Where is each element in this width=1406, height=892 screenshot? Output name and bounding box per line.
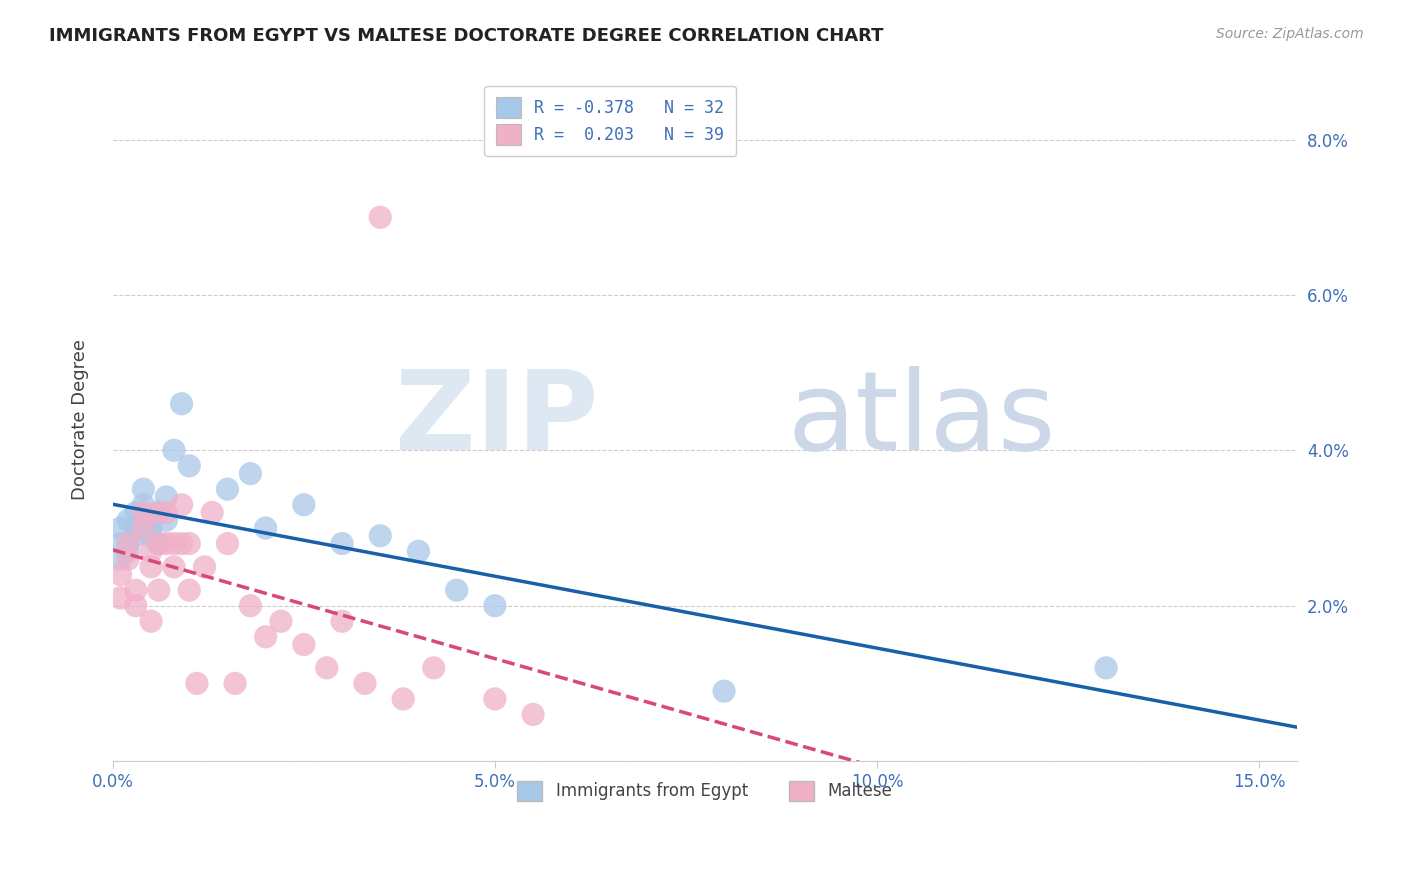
Point xyxy=(179,536,201,550)
Text: ZIP: ZIP xyxy=(395,366,599,473)
Point xyxy=(1095,661,1118,675)
Point xyxy=(186,676,208,690)
Point xyxy=(148,506,170,520)
Text: IMMIGRANTS FROM EGYPT VS MALTESE DOCTORATE DEGREE CORRELATION CHART: IMMIGRANTS FROM EGYPT VS MALTESE DOCTORA… xyxy=(49,27,884,45)
Point xyxy=(179,458,201,473)
Point xyxy=(254,521,277,535)
Point xyxy=(110,567,132,582)
Point xyxy=(292,498,315,512)
Point xyxy=(117,536,139,550)
Point xyxy=(110,536,132,550)
Point xyxy=(125,506,148,520)
Point xyxy=(522,707,544,722)
Point xyxy=(239,599,262,613)
Point xyxy=(132,482,155,496)
Point xyxy=(139,544,162,558)
Point xyxy=(132,521,155,535)
Point xyxy=(125,583,148,598)
Point xyxy=(368,211,391,225)
Text: atlas: atlas xyxy=(787,366,1056,473)
Point xyxy=(170,498,193,512)
Point xyxy=(139,513,162,527)
Point xyxy=(713,684,735,698)
Point xyxy=(110,591,132,605)
Legend: Immigrants from Egypt, Maltese: Immigrants from Egypt, Maltese xyxy=(503,767,905,814)
Point xyxy=(170,536,193,550)
Point xyxy=(330,614,353,628)
Point xyxy=(117,513,139,527)
Point xyxy=(132,498,155,512)
Point xyxy=(484,599,506,613)
Point xyxy=(139,614,162,628)
Point xyxy=(110,552,132,566)
Point xyxy=(148,506,170,520)
Point xyxy=(163,536,186,550)
Point xyxy=(224,676,246,690)
Point xyxy=(148,536,170,550)
Point xyxy=(163,443,186,458)
Point xyxy=(148,583,170,598)
Point xyxy=(148,536,170,550)
Point xyxy=(254,630,277,644)
Point xyxy=(139,529,162,543)
Point xyxy=(484,692,506,706)
Point xyxy=(193,559,215,574)
Point xyxy=(125,521,148,535)
Point xyxy=(139,521,162,535)
Point xyxy=(132,506,155,520)
Point xyxy=(117,544,139,558)
Point xyxy=(270,614,292,628)
Point xyxy=(155,490,177,504)
Point xyxy=(315,661,337,675)
Point xyxy=(368,529,391,543)
Point xyxy=(155,536,177,550)
Text: Source: ZipAtlas.com: Source: ZipAtlas.com xyxy=(1216,27,1364,41)
Point xyxy=(170,397,193,411)
Point xyxy=(163,559,186,574)
Point xyxy=(139,559,162,574)
Point xyxy=(179,583,201,598)
Point xyxy=(201,506,224,520)
Point xyxy=(125,529,148,543)
Point xyxy=(392,692,415,706)
Point xyxy=(117,552,139,566)
Point xyxy=(110,521,132,535)
Point xyxy=(117,536,139,550)
Point xyxy=(217,536,239,550)
Y-axis label: Doctorate Degree: Doctorate Degree xyxy=(72,339,89,500)
Point xyxy=(330,536,353,550)
Point xyxy=(446,583,468,598)
Point xyxy=(239,467,262,481)
Point xyxy=(125,599,148,613)
Point xyxy=(217,482,239,496)
Point xyxy=(155,513,177,527)
Point xyxy=(408,544,430,558)
Point xyxy=(292,638,315,652)
Point xyxy=(354,676,377,690)
Point xyxy=(422,661,444,675)
Point xyxy=(155,506,177,520)
